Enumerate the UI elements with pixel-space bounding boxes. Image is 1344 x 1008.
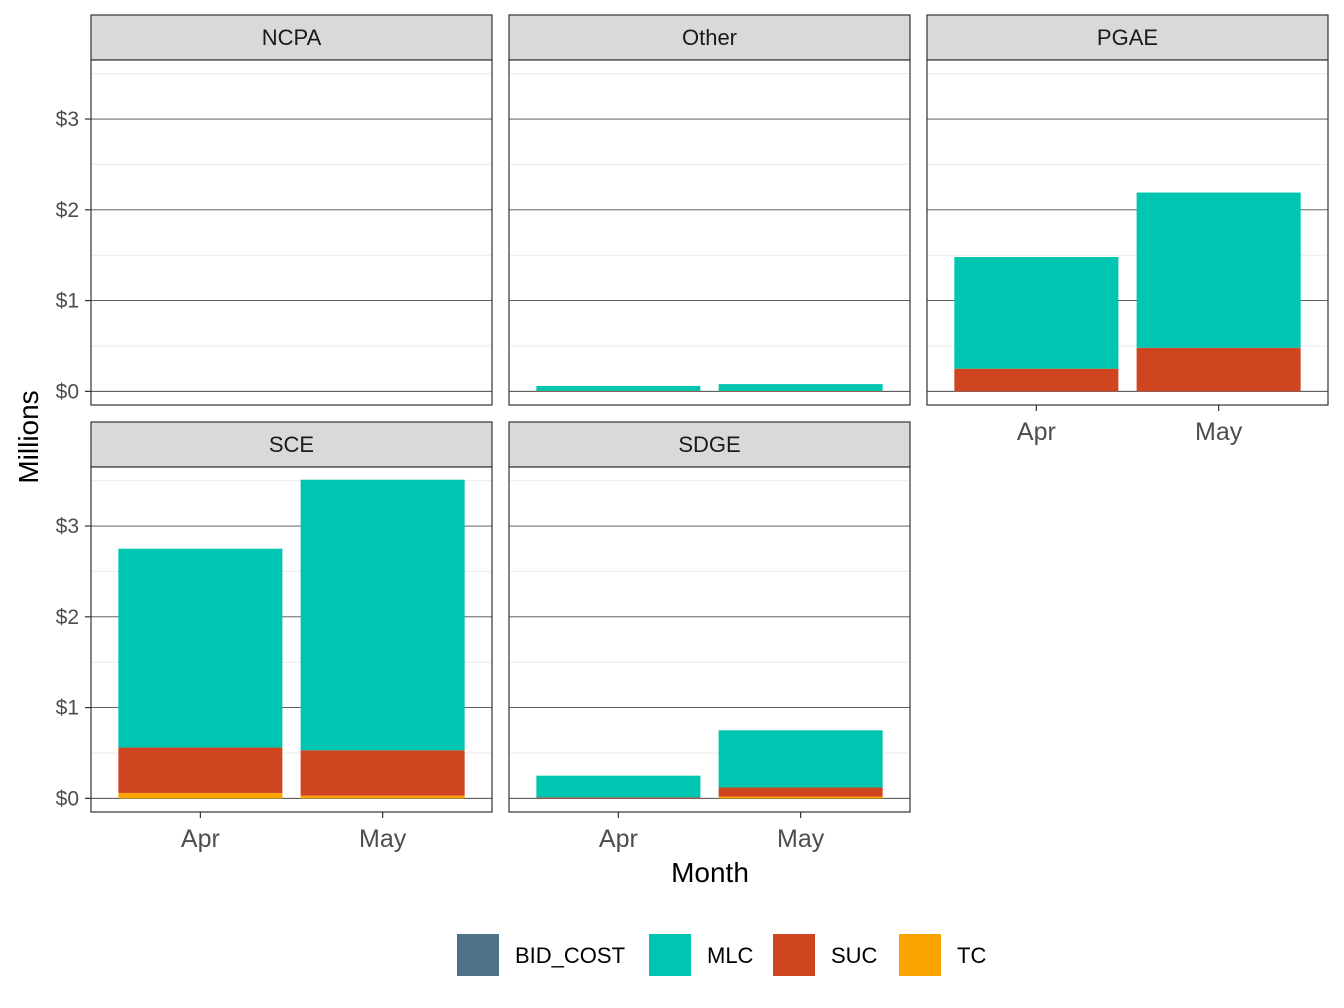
- bar-sdge-apr-mlc: [536, 775, 701, 798]
- panel-border: [508, 466, 911, 813]
- facet-strip: [90, 421, 493, 468]
- y-tick-label: $2: [56, 606, 79, 629]
- y-tick-label: $2: [56, 199, 79, 222]
- legend-key: [773, 934, 815, 976]
- legend-label: BID_COST: [515, 943, 625, 968]
- legend-item-mlc: MLC: [649, 934, 754, 976]
- panel-border: [926, 59, 1329, 406]
- x-tick-label: May: [777, 825, 825, 853]
- legend-item-bid-cost: BID_COST: [457, 934, 625, 976]
- facet-strip-label: SDGE: [678, 432, 740, 457]
- bar-pgae-may-suc: [1136, 347, 1301, 392]
- facet-panel-other: Other: [508, 14, 911, 406]
- legend: BID_COST MLC SUC TC: [457, 934, 986, 976]
- x-axis-title: Month: [671, 857, 749, 888]
- panel-border: [90, 466, 493, 813]
- bar-other-apr-mlc: [536, 385, 701, 391]
- y-tick-label: $3: [56, 515, 79, 538]
- x-tick-label: May: [359, 825, 407, 853]
- bar-sce-apr-suc: [118, 747, 283, 793]
- bar-sdge-may-mlc: [718, 730, 883, 788]
- x-tick-label: Apr: [1017, 418, 1056, 446]
- bar-pgae-apr-suc: [954, 368, 1119, 392]
- facet-panel-sce: SCE $0 $1 $2 $3 Apr May: [56, 421, 493, 853]
- legend-item-suc: SUC: [773, 934, 878, 976]
- bar-pgae-may-mlc: [1136, 192, 1301, 348]
- facet-strip: [926, 14, 1329, 61]
- legend-key: [899, 934, 941, 976]
- bar-sce-may-suc: [300, 750, 465, 796]
- legend-label: MLC: [707, 943, 754, 968]
- legend-item-tc: TC: [899, 934, 986, 976]
- x-tick-label: Apr: [599, 825, 638, 853]
- y-tick-label: $1: [56, 290, 79, 313]
- bar-sce-may-tc: [300, 795, 465, 799]
- y-tick-label: $0: [56, 787, 79, 810]
- facet-strip: [90, 14, 493, 61]
- facet-strip-label: PGAE: [1097, 25, 1158, 50]
- legend-label: TC: [957, 943, 986, 968]
- facet-strip-label: NCPA: [262, 25, 322, 50]
- facet-strip-label: Other: [682, 25, 737, 50]
- panel-background: [509, 60, 910, 405]
- legend-label: SUC: [831, 943, 878, 968]
- panel-border: [90, 59, 493, 406]
- bar-other-may-mlc: [718, 384, 883, 391]
- legend-key: [649, 934, 691, 976]
- facet-panel-pgae: PGAE Apr May: [926, 14, 1329, 446]
- bar-sce-may-mlc: [300, 479, 465, 751]
- legend-key: [457, 934, 499, 976]
- x-tick-label: May: [1195, 418, 1243, 446]
- panel-border: [508, 59, 911, 406]
- x-tick-label: Apr: [181, 825, 220, 853]
- bar-sce-apr-tc: [118, 792, 283, 799]
- facet-strip-label: SCE: [269, 432, 314, 457]
- y-tick-label: $3: [56, 108, 79, 131]
- facet-panel-ncpa: NCPA $0 $1 $2 $3: [56, 14, 493, 406]
- y-tick-label: $1: [56, 697, 79, 720]
- bar-sdge-may-tc: [718, 796, 883, 799]
- facet-panel-sdge: SDGE Apr May: [508, 421, 911, 853]
- y-tick-label: $0: [56, 380, 79, 403]
- bar-pgae-apr-mlc: [954, 257, 1119, 369]
- bar-sce-apr-mlc: [118, 548, 283, 748]
- panel-background: [91, 60, 492, 405]
- y-axis-title: Millions: [13, 390, 44, 483]
- bar-sdge-apr-suc: [536, 797, 701, 799]
- bar-sdge-may-suc: [718, 787, 883, 797]
